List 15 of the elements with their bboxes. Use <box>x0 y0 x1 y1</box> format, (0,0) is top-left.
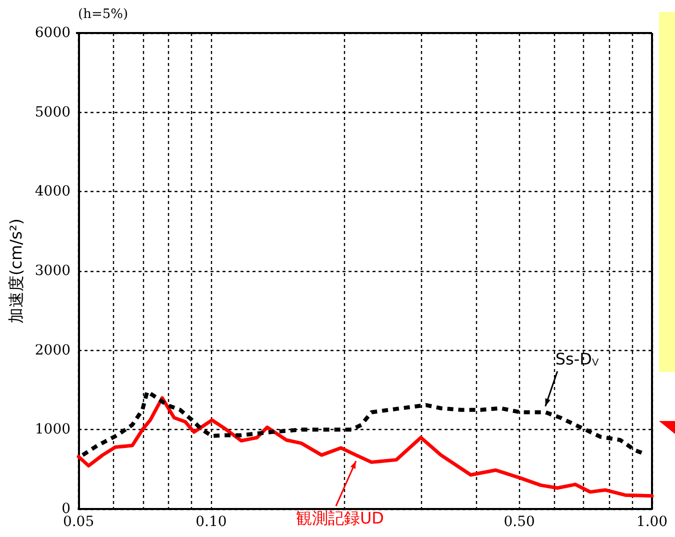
y-tick-label: 2000 <box>34 342 71 358</box>
y-tick-label: 3000 <box>34 263 71 279</box>
x-tick-label: 0.05 <box>62 514 94 530</box>
x-tick-label: 1.00 <box>636 514 668 530</box>
x-tick-label: 0.50 <box>504 514 535 530</box>
text: Ss-DV <box>555 350 599 369</box>
text: (h=5%) <box>78 7 128 22</box>
text: 観測記録UD <box>296 508 384 528</box>
x-tick-label: 0.10 <box>196 514 227 530</box>
y-tick-label: 6000 <box>34 25 71 41</box>
y-tick-label: 0 <box>62 501 71 517</box>
y-tick-label: 4000 <box>34 184 71 200</box>
y-tick-label: 5000 <box>34 104 71 120</box>
y-tick-label: 1000 <box>34 422 71 438</box>
y-axis-title: 加速度(cm/s²) <box>6 218 26 324</box>
